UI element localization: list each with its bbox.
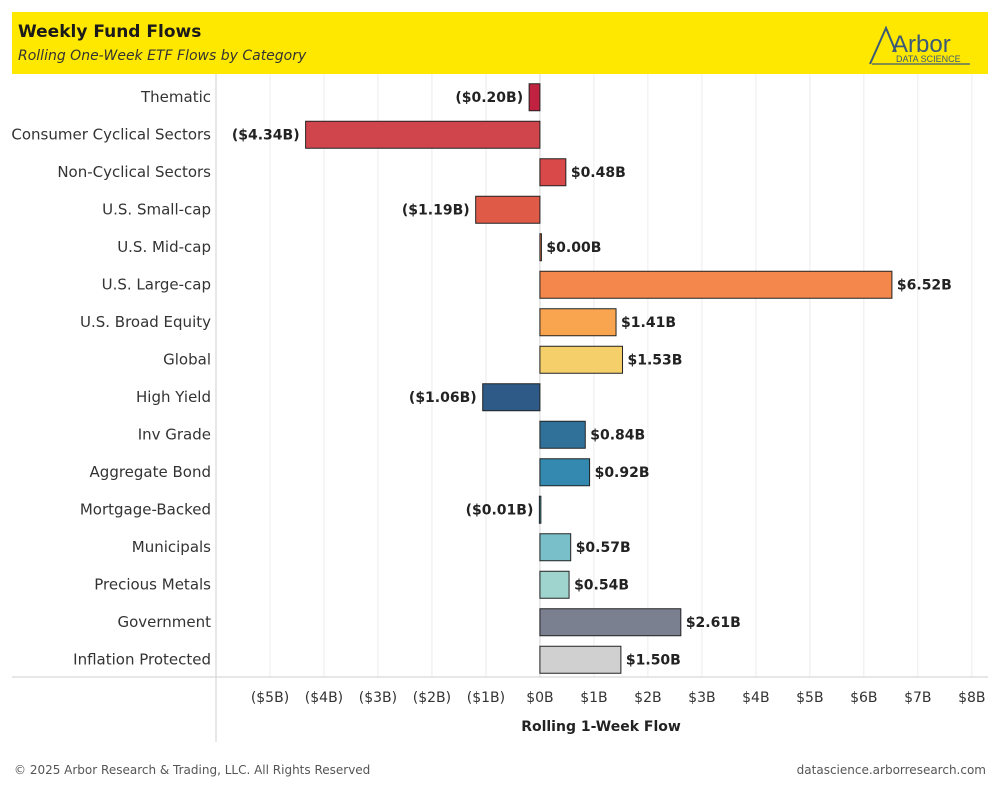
page-title: Weekly Fund Flows: [18, 22, 202, 42]
bar: [538, 495, 542, 524]
x-tick-label: ($5B): [251, 690, 289, 706]
category-label: Aggregate Bond: [90, 463, 211, 481]
category-label: Mortgage-Backed: [80, 500, 211, 518]
bar: [539, 533, 572, 562]
data-label: $0.84B: [590, 427, 645, 443]
data-label: ($1.06B): [409, 390, 477, 406]
data-label: $0.57B: [576, 540, 631, 556]
category-label: High Yield: [136, 388, 211, 406]
x-tick-label: $0B: [526, 690, 553, 706]
bar: [539, 645, 622, 674]
data-label: $1.41B: [621, 315, 676, 331]
bar: [539, 608, 682, 637]
bar: [539, 308, 617, 337]
arbor-logo-mark: [869, 25, 897, 65]
data-label: $0.92B: [595, 465, 650, 481]
bar: [305, 120, 541, 149]
bar: [539, 345, 624, 374]
bar: [539, 270, 893, 299]
fund-flows-chart: Thematic ($0.20B) Consumer Cyclical Sector…: [11, 74, 988, 742]
data-label: ($1.19B): [402, 202, 470, 218]
category-label: Inflation Protected: [73, 650, 211, 668]
x-tick-label: $6B: [850, 690, 877, 706]
x-tick-label: $3B: [688, 690, 715, 706]
data-label: ($4.34B): [232, 127, 300, 143]
category-label: Thematic: [140, 88, 211, 106]
bar: [528, 83, 541, 112]
category-label: Global: [163, 350, 211, 368]
data-label: $0.48B: [571, 165, 626, 181]
header-banner: Weekly Fund Flows Rolling One-Week ETF F…: [12, 12, 988, 74]
category-label: Non-Cyclical Sectors: [57, 163, 211, 181]
category-label: U.S. Small-cap: [102, 200, 211, 218]
page-subtitle: Rolling One-Week ETF Flows by Category: [18, 48, 307, 64]
x-tick-label: ($2B): [413, 690, 451, 706]
x-tick-label: ($3B): [359, 690, 397, 706]
arbor-logo: Arbor DATA SCIENCE: [869, 25, 970, 65]
footer-url[interactable]: datascience.arborresearch.com: [796, 763, 986, 777]
category-label: Precious Metals: [94, 575, 211, 593]
bar: [475, 195, 541, 224]
data-label: $2.61B: [686, 615, 741, 631]
category-label: U.S. Large-cap: [102, 275, 211, 293]
copyright-text: © 2025 Arbor Research & Trading, LLC. Al…: [14, 763, 371, 777]
data-label: $1.50B: [626, 652, 681, 668]
category-label: U.S. Broad Equity: [80, 313, 211, 331]
category-label: Municipals: [132, 538, 211, 556]
bar: [539, 233, 542, 262]
x-axis-title: Rolling 1-Week Flow: [521, 719, 681, 735]
arbor-logo-text: Arbor: [892, 31, 951, 58]
x-tick-label: $5B: [796, 690, 823, 706]
x-tick-label: ($1B): [467, 690, 505, 706]
data-label: ($0.20B): [455, 90, 523, 106]
data-label: ($0.01B): [466, 502, 534, 518]
x-tick-label: $8B: [958, 690, 985, 706]
bar: [539, 420, 586, 449]
x-tick-label: ($4B): [305, 690, 343, 706]
x-tick-label: $4B: [742, 690, 769, 706]
data-label: $0.54B: [574, 577, 629, 593]
bar: [539, 458, 591, 487]
bar: [539, 158, 567, 187]
x-tick-label: $7B: [904, 690, 931, 706]
category-label: Inv Grade: [138, 425, 211, 443]
category-label: Consumer Cyclical Sectors: [11, 125, 211, 143]
data-label: $6.52B: [897, 277, 952, 293]
bar: [482, 383, 541, 412]
arbor-logo-subtext: DATA SCIENCE: [896, 54, 961, 64]
bar: [539, 570, 570, 599]
x-tick-label: $2B: [634, 690, 661, 706]
x-tick-label: $1B: [580, 690, 607, 706]
data-label: $0.00B: [546, 240, 601, 256]
category-label: Government: [117, 613, 211, 631]
data-label: $1.53B: [628, 352, 683, 368]
category-label: U.S. Mid-cap: [117, 238, 211, 256]
